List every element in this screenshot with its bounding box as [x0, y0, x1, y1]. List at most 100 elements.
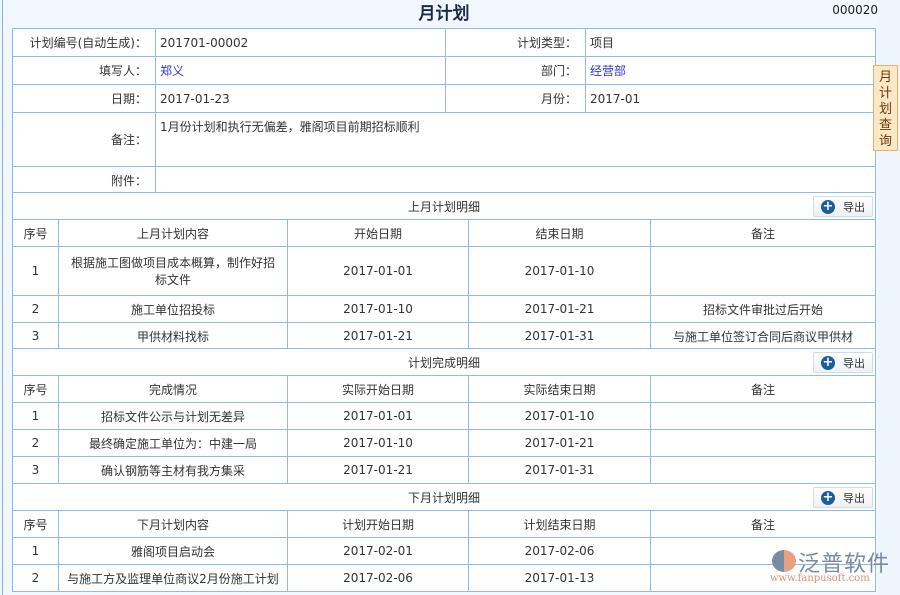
table-row: 2 与施工方及监理单位商议2月份施工计划 2017-02-06 2017-01-13 [12, 564, 876, 592]
column-header: 备注 [650, 375, 876, 403]
table-row: 3 确认钢筋等主材有我方集采 2017-01-21 2017-01-31 [12, 456, 876, 484]
plan-no-value: 201701-00002 [155, 28, 446, 57]
next-month-plan-table: 下月计划明细 + 导出 序号 下月计划内容 计划开始日期 计划结束日期 备注 1 雅阁项目启动会… [12, 483, 876, 592]
table-cell [650, 246, 876, 296]
column-header: 下月计划内容 [58, 510, 288, 538]
dept-label: 部门： [445, 56, 586, 85]
column-header: 备注 [650, 510, 876, 538]
column-header: 序号 [12, 510, 59, 538]
table-cell: 2017-02-06 [468, 537, 651, 565]
table-cell: 2017-01-31 [468, 456, 651, 484]
table-cell: 1 [12, 537, 59, 565]
table-cell: 3 [12, 456, 59, 484]
table-cell: 与施工单位签订合同后商议甲供材 [650, 322, 876, 350]
table-cell: 根据施工图做项目成本概算，制作好招标文件 [58, 246, 288, 296]
table-cell [650, 456, 876, 484]
column-headers: 序号 上月计划内容 开始日期 结束日期 备注 [12, 219, 876, 247]
column-header: 序号 [12, 219, 59, 247]
logo-mark-icon [772, 550, 796, 572]
section-header: 上月计划明细 + 导出 [12, 192, 876, 220]
filler-link[interactable]: 郑义 [160, 64, 185, 78]
table-cell: 招标文件公示与计划无差异 [58, 402, 288, 430]
table-cell: 2017-01-21 [287, 322, 469, 350]
section-title: 上月计划明细 [407, 199, 480, 214]
table-cell: 最终确定施工单位为：中建一局 [58, 429, 288, 457]
section-title: 下月计划明细 [407, 490, 480, 505]
table-cell: 2017-02-06 [287, 564, 469, 592]
date-value: 2017-01-23 [155, 84, 446, 113]
table-cell [650, 564, 876, 592]
remark-label: 备注： [12, 112, 156, 167]
table-cell [650, 429, 876, 457]
plan-type-label: 计划类型： [445, 28, 586, 57]
document-number: 000020 [832, 3, 878, 17]
remark-value: 1月份计划和执行无偏差，雅阁项目前期招标顺利 [155, 112, 876, 167]
table-row: 1 根据施工图做项目成本概算，制作好招标文件 2017-01-01 2017-01-1… [12, 246, 876, 296]
export-button[interactable]: + 导出 [813, 487, 873, 508]
dept-link[interactable]: 经营部 [590, 64, 627, 78]
column-header: 实际开始日期 [287, 375, 469, 403]
export-label: 导出 [843, 200, 865, 214]
column-header: 开始日期 [287, 219, 469, 247]
table-cell: 2 [12, 564, 59, 592]
table-cell: 2017-01-13 [468, 564, 651, 592]
table-cell: 2017-01-10 [468, 246, 651, 296]
table-cell: 施工单位招投标 [58, 295, 288, 323]
table-cell: 2017-01-01 [287, 402, 469, 430]
plus-circle-icon: + [821, 354, 835, 370]
table-cell: 2017-01-21 [468, 429, 651, 457]
table-cell: 2 [12, 429, 59, 457]
column-header: 计划开始日期 [287, 510, 469, 538]
monthly-plan-query-tab[interactable]: 月计划查询 [873, 65, 898, 151]
plus-circle-icon: + [821, 198, 835, 214]
column-headers: 序号 下月计划内容 计划开始日期 计划结束日期 备注 [12, 510, 876, 538]
attach-label: 附件： [12, 166, 156, 195]
column-header: 上月计划内容 [58, 219, 288, 247]
plus-circle-icon: + [821, 489, 835, 505]
date-label: 日期： [12, 84, 156, 113]
last-month-plan-table: 上月计划明细 + 导出序号 上月计划内容 开始日期 结束日期 备注 1 根据施工图做项目成本概… [12, 192, 876, 350]
column-header: 结束日期 [468, 219, 651, 247]
export-button[interactable]: + 导出 [813, 352, 873, 373]
table-cell: 2017-01-10 [287, 429, 469, 457]
table-row: 1 雅阁项目启动会 2017-02-01 2017-02-06 [12, 537, 876, 565]
filler-label: 填写人： [12, 56, 156, 85]
section-header: 计划完成明细 + 导出 [12, 348, 876, 376]
table-cell: 2 [12, 295, 59, 323]
export-label: 导出 [843, 491, 865, 505]
plan-form: 计划编号(自动生成)： 201701-00002 计划类型： 项目 填写人： 郑… [12, 28, 876, 195]
table-cell: 雅阁项目启动会 [58, 537, 288, 565]
page-title: 月计划 [418, 4, 470, 24]
table-cell: 确认钢筋等主材有我方集采 [58, 456, 288, 484]
table-cell: 2017-01-01 [287, 246, 469, 296]
table-cell: 招标文件审批过后开始 [650, 295, 876, 323]
section-title: 计划完成明细 [407, 355, 480, 370]
table-row: 2 施工单位招投标 2017-01-10 2017-01-21 招标文件审批过后开始 [12, 295, 876, 323]
completion-table: 计划完成明细 + 导出序号 完成情况 实际开始日期 实际结束日期 备注 1 招标文件公示与计划… [12, 348, 876, 484]
table-cell: 3 [12, 322, 59, 350]
table-row: 1 招标文件公示与计划无差异 2017-01-01 2017-01-10 [12, 402, 876, 430]
logo-url: www.fanpusoft.com [770, 573, 870, 584]
export-label: 导出 [843, 356, 865, 370]
section-header: 下月计划明细 + 导出 [12, 483, 876, 511]
column-header: 实际结束日期 [468, 375, 651, 403]
side-tab-label: 月计划查询 [879, 70, 893, 149]
table-row: 3 甲供材料找标 2017-01-21 2017-01-31 与施工单位签订合同后商议甲… [12, 322, 876, 350]
month-label: 月份： [445, 84, 586, 113]
column-header: 序号 [12, 375, 59, 403]
table-cell: 2017-01-10 [468, 402, 651, 430]
export-button[interactable]: + 导出 [813, 196, 873, 217]
table-cell: 1 [12, 246, 59, 296]
table-row: 2 最终确定施工单位为：中建一局 2017-01-10 2017-01-21 [12, 429, 876, 457]
plan-type-value: 项目 [585, 28, 876, 57]
attach-value [155, 166, 876, 195]
table-cell [650, 402, 876, 430]
table-cell: 1 [12, 402, 59, 430]
column-headers: 序号 完成情况 实际开始日期 实际结束日期 备注 [12, 375, 876, 403]
table-cell: 2017-01-10 [287, 295, 469, 323]
table-cell: 甲供材料找标 [58, 322, 288, 350]
table-cell: 2017-01-21 [468, 295, 651, 323]
month-value: 2017-01 [585, 84, 876, 113]
table-cell: 2017-01-21 [287, 456, 469, 484]
column-header: 计划结束日期 [468, 510, 651, 538]
